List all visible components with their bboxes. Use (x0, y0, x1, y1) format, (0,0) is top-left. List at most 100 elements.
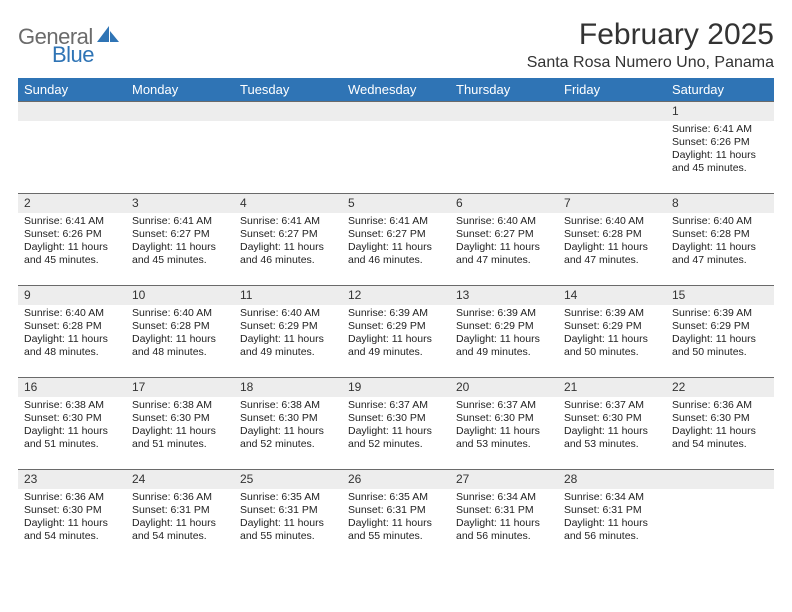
day-body: Sunrise: 6:41 AMSunset: 6:27 PMDaylight:… (342, 213, 450, 272)
day-body: Sunrise: 6:34 AMSunset: 6:31 PMDaylight:… (558, 489, 666, 548)
sunrise-line: Sunrise: 6:41 AM (240, 215, 336, 228)
day-number: 22 (666, 378, 774, 397)
day-body: Sunrise: 6:39 AMSunset: 6:29 PMDaylight:… (666, 305, 774, 364)
sunrise-line: Sunrise: 6:41 AM (132, 215, 228, 228)
sunrise-line: Sunrise: 6:36 AM (132, 491, 228, 504)
day-number: 18 (234, 378, 342, 397)
daylight-line: Daylight: 11 hours and 45 minutes. (132, 241, 228, 267)
daylight-line: Daylight: 11 hours and 51 minutes. (24, 425, 120, 451)
day-number: 23 (18, 470, 126, 489)
sunset-line: Sunset: 6:29 PM (564, 320, 660, 333)
day-body: Sunrise: 6:39 AMSunset: 6:29 PMDaylight:… (450, 305, 558, 364)
day-header: Sunday (18, 78, 126, 101)
sunset-line: Sunset: 6:30 PM (456, 412, 552, 425)
calendar-row: 23Sunrise: 6:36 AMSunset: 6:30 PMDayligh… (18, 469, 774, 561)
sunrise-line: Sunrise: 6:40 AM (672, 215, 768, 228)
day-body: Sunrise: 6:38 AMSunset: 6:30 PMDaylight:… (234, 397, 342, 456)
sunrise-line: Sunrise: 6:38 AM (240, 399, 336, 412)
sunset-line: Sunset: 6:26 PM (24, 228, 120, 241)
sunset-line: Sunset: 6:29 PM (348, 320, 444, 333)
calendar-cell: 1Sunrise: 6:41 AMSunset: 6:26 PMDaylight… (666, 101, 774, 193)
daylight-line: Daylight: 11 hours and 47 minutes. (456, 241, 552, 267)
calendar-cell: 19Sunrise: 6:37 AMSunset: 6:30 PMDayligh… (342, 377, 450, 469)
calendar-cell (342, 101, 450, 193)
day-number (126, 102, 234, 121)
sunrise-line: Sunrise: 6:34 AM (564, 491, 660, 504)
daylight-line: Daylight: 11 hours and 52 minutes. (240, 425, 336, 451)
sail-icon (97, 26, 119, 49)
day-number: 21 (558, 378, 666, 397)
day-number (450, 102, 558, 121)
calendar-cell: 11Sunrise: 6:40 AMSunset: 6:29 PMDayligh… (234, 285, 342, 377)
day-number: 9 (18, 286, 126, 305)
calendar-cell: 28Sunrise: 6:34 AMSunset: 6:31 PMDayligh… (558, 469, 666, 561)
day-header: Saturday (666, 78, 774, 101)
day-number: 20 (450, 378, 558, 397)
day-body: Sunrise: 6:41 AMSunset: 6:27 PMDaylight:… (234, 213, 342, 272)
day-body: Sunrise: 6:40 AMSunset: 6:28 PMDaylight:… (18, 305, 126, 364)
sunrise-line: Sunrise: 6:40 AM (564, 215, 660, 228)
sunrise-line: Sunrise: 6:37 AM (456, 399, 552, 412)
sunset-line: Sunset: 6:28 PM (132, 320, 228, 333)
day-body: Sunrise: 6:40 AMSunset: 6:29 PMDaylight:… (234, 305, 342, 364)
day-number: 15 (666, 286, 774, 305)
daylight-line: Daylight: 11 hours and 54 minutes. (672, 425, 768, 451)
calendar-cell: 14Sunrise: 6:39 AMSunset: 6:29 PMDayligh… (558, 285, 666, 377)
daylight-line: Daylight: 11 hours and 54 minutes. (24, 517, 120, 543)
day-number: 2 (18, 194, 126, 213)
day-body: Sunrise: 6:36 AMSunset: 6:31 PMDaylight:… (126, 489, 234, 548)
day-number: 10 (126, 286, 234, 305)
day-body: Sunrise: 6:41 AMSunset: 6:27 PMDaylight:… (126, 213, 234, 272)
daylight-line: Daylight: 11 hours and 53 minutes. (456, 425, 552, 451)
day-body: Sunrise: 6:36 AMSunset: 6:30 PMDaylight:… (18, 489, 126, 548)
sunrise-line: Sunrise: 6:40 AM (132, 307, 228, 320)
daylight-line: Daylight: 11 hours and 56 minutes. (564, 517, 660, 543)
day-number: 14 (558, 286, 666, 305)
calendar-cell: 23Sunrise: 6:36 AMSunset: 6:30 PMDayligh… (18, 469, 126, 561)
sunrise-line: Sunrise: 6:37 AM (348, 399, 444, 412)
location: Santa Rosa Numero Uno, Panama (527, 54, 774, 72)
calendar-table: SundayMondayTuesdayWednesdayThursdayFrid… (18, 78, 774, 561)
day-body: Sunrise: 6:39 AMSunset: 6:29 PMDaylight:… (558, 305, 666, 364)
day-number: 25 (234, 470, 342, 489)
sunset-line: Sunset: 6:29 PM (240, 320, 336, 333)
sunset-line: Sunset: 6:27 PM (348, 228, 444, 241)
sunset-line: Sunset: 6:30 PM (240, 412, 336, 425)
day-number: 8 (666, 194, 774, 213)
daylight-line: Daylight: 11 hours and 54 minutes. (132, 517, 228, 543)
sunrise-line: Sunrise: 6:36 AM (672, 399, 768, 412)
calendar-cell: 25Sunrise: 6:35 AMSunset: 6:31 PMDayligh… (234, 469, 342, 561)
calendar-row: 16Sunrise: 6:38 AMSunset: 6:30 PMDayligh… (18, 377, 774, 469)
day-body (234, 121, 342, 127)
day-number (18, 102, 126, 121)
day-header: Tuesday (234, 78, 342, 101)
day-body: Sunrise: 6:40 AMSunset: 6:28 PMDaylight:… (126, 305, 234, 364)
calendar-cell (450, 101, 558, 193)
day-body: Sunrise: 6:39 AMSunset: 6:29 PMDaylight:… (342, 305, 450, 364)
sunset-line: Sunset: 6:30 PM (132, 412, 228, 425)
daylight-line: Daylight: 11 hours and 49 minutes. (348, 333, 444, 359)
sunset-line: Sunset: 6:30 PM (24, 412, 120, 425)
calendar-cell: 17Sunrise: 6:38 AMSunset: 6:30 PMDayligh… (126, 377, 234, 469)
day-number (342, 102, 450, 121)
day-number: 5 (342, 194, 450, 213)
sunrise-line: Sunrise: 6:35 AM (240, 491, 336, 504)
day-number (234, 102, 342, 121)
day-header: Monday (126, 78, 234, 101)
sunset-line: Sunset: 6:30 PM (564, 412, 660, 425)
sunrise-line: Sunrise: 6:40 AM (456, 215, 552, 228)
daylight-line: Daylight: 11 hours and 55 minutes. (348, 517, 444, 543)
day-number: 24 (126, 470, 234, 489)
daylight-line: Daylight: 11 hours and 55 minutes. (240, 517, 336, 543)
calendar-cell: 8Sunrise: 6:40 AMSunset: 6:28 PMDaylight… (666, 193, 774, 285)
day-number: 6 (450, 194, 558, 213)
sunset-line: Sunset: 6:28 PM (564, 228, 660, 241)
day-body: Sunrise: 6:35 AMSunset: 6:31 PMDaylight:… (234, 489, 342, 548)
day-body (666, 489, 774, 495)
calendar-cell (18, 101, 126, 193)
calendar-cell: 27Sunrise: 6:34 AMSunset: 6:31 PMDayligh… (450, 469, 558, 561)
day-body: Sunrise: 6:38 AMSunset: 6:30 PMDaylight:… (126, 397, 234, 456)
day-body: Sunrise: 6:40 AMSunset: 6:28 PMDaylight:… (666, 213, 774, 272)
day-number (666, 470, 774, 489)
calendar-cell: 6Sunrise: 6:40 AMSunset: 6:27 PMDaylight… (450, 193, 558, 285)
